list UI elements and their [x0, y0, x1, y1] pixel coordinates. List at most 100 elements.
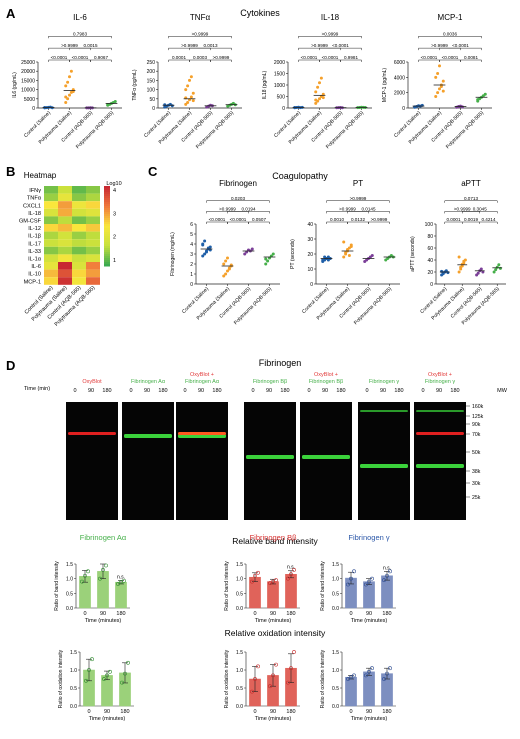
scale-bar-segment: [104, 208, 110, 211]
data-point: [326, 258, 330, 262]
scale-bar-segment: [104, 252, 110, 255]
y-tick-label: 0.5: [236, 591, 243, 597]
data-point: [66, 80, 70, 84]
data-point: [113, 100, 117, 104]
data-point: [222, 262, 226, 266]
y-tick-label: 0.0: [236, 704, 243, 710]
data-point: [84, 678, 88, 683]
scale-bar-segment: [104, 244, 110, 247]
y-axis-label: Ratio of band intensity: [224, 561, 230, 611]
scale-bar-segment: [104, 230, 110, 233]
panel-c-title: Coagulopathy: [272, 171, 328, 181]
x-tick-label: Control (AQB-565): [450, 286, 484, 320]
data-point: [120, 680, 124, 685]
bar: [345, 676, 357, 707]
y-tick-label: 1.0: [236, 577, 243, 583]
y-axis-label: Ratio of band intensity: [320, 561, 326, 611]
scale-bar-segment: [104, 192, 110, 195]
heatmap-cell: [58, 277, 72, 285]
scale-label: Log10: [106, 181, 121, 187]
data-point: [382, 677, 386, 681]
heatmap-cell: [44, 186, 58, 194]
y-axis-label: PT (seconds): [290, 239, 296, 269]
p-value-label: 0.0015: [83, 43, 97, 48]
mw-marker-label: 90k: [472, 422, 481, 428]
chart-title: Fibrinogen Bβ: [250, 533, 298, 542]
data-point: [163, 103, 167, 107]
y-tick-label: 1: [190, 272, 193, 278]
scale-bar-segment: [104, 226, 110, 229]
time-label: Time (min): [24, 386, 50, 392]
x-tick-label: 180: [116, 611, 125, 617]
scale-bar-segment: [104, 200, 110, 203]
heatmap-row-label: TNFα: [27, 196, 42, 202]
lane-label: 180: [158, 388, 167, 394]
heatmap-row-label: GM-CSF: [19, 219, 42, 225]
data-point: [370, 576, 374, 581]
x-tick-label: Polytrauma (AQB-565): [353, 286, 393, 326]
heatmap-row-label: MCP-1: [24, 279, 41, 285]
p-value-label: <0.0001: [230, 217, 247, 222]
x-tick-label: 90: [366, 709, 372, 715]
blot-panel-label: Fibrinogen Aα: [185, 379, 220, 385]
lane-label: 0: [129, 388, 132, 394]
y-axis-label: Ratio of band intensity: [54, 561, 60, 611]
scale-bar-segment: [104, 238, 110, 241]
significance-bracket: [227, 211, 270, 214]
lane-label: 90: [88, 388, 94, 394]
lane-label: 0: [183, 388, 186, 394]
data-point: [342, 240, 346, 244]
significance-bracket: [418, 36, 482, 39]
p-value-label: 0.7983: [73, 31, 87, 36]
y-tick-label: 1.5: [236, 562, 243, 568]
heatmap-cell: [58, 262, 72, 270]
y-tick-label: 15000: [21, 78, 35, 84]
data-point: [64, 84, 68, 88]
p-value-label: >0.9999: [311, 43, 328, 48]
y-tick-label: 100: [425, 222, 434, 228]
data-point: [68, 75, 71, 79]
data-point: [364, 673, 368, 678]
scale-bar-segment: [104, 212, 110, 215]
y-tick-label: 500: [277, 95, 286, 101]
y-tick-label: 1.5: [332, 650, 339, 656]
heatmap-cell: [44, 208, 58, 217]
data-point: [66, 97, 70, 101]
y-axis-label: IL18 (pg/mL): [262, 70, 268, 99]
heatmap-cell: [72, 269, 86, 278]
data-point: [388, 666, 392, 671]
heatmap-cell: [58, 216, 72, 224]
heatmap-cell: [86, 201, 100, 209]
data-point: [224, 259, 228, 263]
data-point: [481, 270, 485, 274]
x-tick-label: 180: [286, 709, 295, 715]
significance-bracket: [326, 221, 348, 224]
p-value-label: <0.0001: [301, 55, 318, 60]
data-point: [64, 95, 68, 99]
x-tick-label: Polytrauma (AQB-565): [325, 110, 365, 150]
heatmap-cell: [72, 186, 86, 194]
data-point: [347, 254, 351, 257]
oxidation-section-title: Relative oxidation intensity: [225, 628, 326, 638]
x-axis-label: Time (minutes): [255, 618, 292, 624]
y-tick-label: 6000: [394, 60, 405, 66]
scale-bar-segment: [104, 260, 110, 263]
blot-panel-label: Fibrinogen Bβ: [309, 379, 343, 385]
data-point: [438, 87, 441, 91]
data-point: [105, 673, 109, 678]
x-tick-label: 0: [253, 611, 256, 617]
scale-tick-label: 4: [113, 188, 116, 194]
heatmap-cell: [44, 277, 58, 285]
blot-panel-label: OxyBlot: [82, 379, 102, 385]
data-point: [253, 573, 257, 578]
lane-label: 180: [450, 388, 459, 394]
data-point: [370, 254, 374, 257]
significance-bracket: [347, 221, 369, 224]
heatmap-cell: [72, 254, 86, 262]
chart-title: Fibrinogen Aα: [80, 533, 127, 542]
heatmap-cell: [72, 224, 86, 232]
chart-ox_g: 0.0 0.5 1.0 1.5 Ratio of oxidation intensity…: [320, 649, 396, 722]
